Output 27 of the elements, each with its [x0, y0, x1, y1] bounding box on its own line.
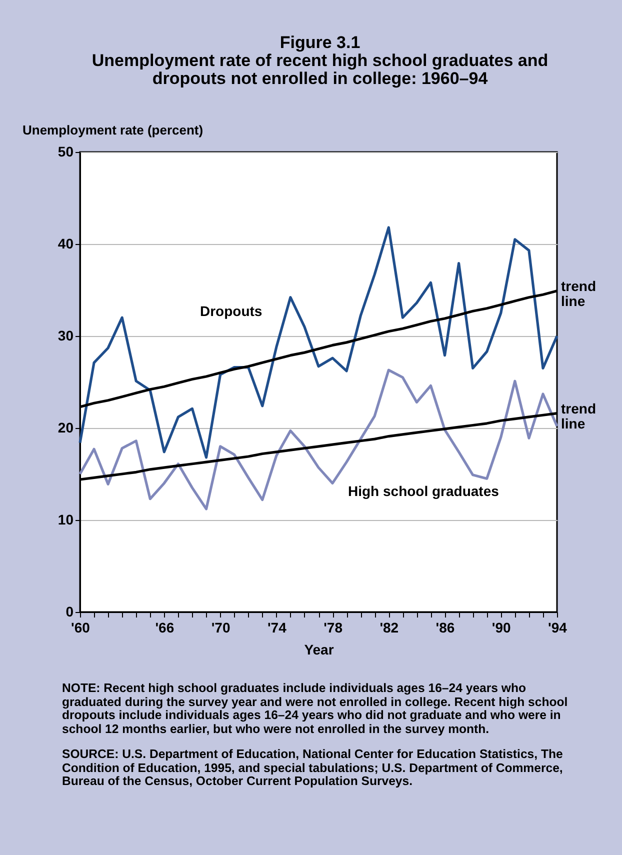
x-tick-label: '90 — [492, 620, 512, 636]
x-tick-label: '74 — [267, 620, 287, 636]
x-axis-title: Year — [304, 642, 334, 658]
x-tick-label: '66 — [155, 620, 174, 636]
x-tick-label: '86 — [436, 620, 455, 636]
x-tick-label: '78 — [324, 620, 343, 636]
chart-title: Figure 3.1 — [278, 33, 362, 52]
x-tick-label: '70 — [211, 620, 230, 636]
y-tick-label: 0 — [66, 604, 74, 620]
x-tick-label: '60 — [71, 620, 90, 636]
line-series — [78, 368, 558, 510]
series-label: Dropouts — [200, 303, 262, 319]
chart-subtitle: Unemployment rate of recent high school graduates and dropouts not enrolled in college: 1960–94 — [90, 51, 550, 88]
x-tick-label: '82 — [380, 620, 399, 636]
y-tick-label: 30 — [58, 328, 74, 344]
y-tick-label: 40 — [58, 236, 74, 252]
y-tick-label: 20 — [58, 420, 74, 436]
y-tick-label: 50 — [58, 144, 74, 160]
series-label: High school graduates — [348, 483, 500, 499]
x-tick-label: '94 — [548, 620, 568, 636]
source-note: SOURCE: U.S. Department of Education, National Center for Education Statistics, The Condition of Education, 1995, and special tabulations; U.S. Department of Commerce, Bureau of the Census, October Current Population Surveys. — [62, 747, 564, 788]
line-series — [78, 226, 558, 459]
text: NOTE: Recent high school graduates include individuals ages 16–24 years who graduated during the survey year and were not enrolled in college. Recent high school dropouts include individuals ages 16–24 years who did not graduate and who were in school 12 months earlier, but who were not enrolled in the survey month. — [62, 681, 569, 736]
series-label: trend line — [561, 400, 596, 432]
y-axis-title: Unemployment rate (percent) — [22, 122, 204, 138]
y-tick-label: 10 — [58, 512, 74, 528]
series-label: trend line — [561, 278, 596, 309]
